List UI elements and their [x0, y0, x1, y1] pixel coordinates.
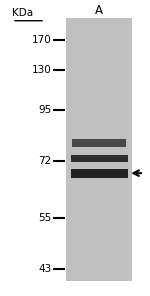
Text: 55: 55: [39, 213, 52, 223]
Text: 170: 170: [32, 35, 52, 45]
Bar: [72, 139, 126, 147]
Text: 130: 130: [32, 65, 52, 75]
Text: 95: 95: [39, 104, 52, 115]
Text: 72: 72: [39, 156, 52, 166]
Text: KDa: KDa: [12, 8, 33, 18]
Bar: [66, 18, 132, 281]
Text: A: A: [95, 4, 103, 17]
Bar: [70, 169, 128, 178]
Bar: [70, 155, 128, 162]
Text: 43: 43: [39, 264, 52, 274]
